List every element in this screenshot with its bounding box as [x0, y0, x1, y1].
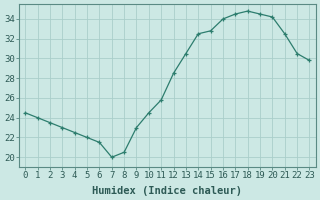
X-axis label: Humidex (Indice chaleur): Humidex (Indice chaleur): [92, 186, 242, 196]
